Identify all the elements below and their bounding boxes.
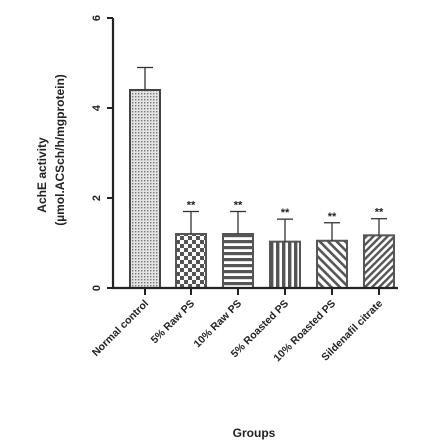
- significance-label: **: [234, 200, 243, 212]
- y-axis-title-line2: (µmol.ACSch/h/mgprotein): [53, 74, 67, 226]
- bar: [316, 239, 348, 289]
- bar: [269, 240, 301, 289]
- bar: [363, 234, 395, 290]
- y-axis-title-line1: AchE activity: [35, 137, 49, 213]
- bar: [175, 233, 207, 289]
- significance-label: **: [281, 207, 290, 219]
- y-tick-label: 6: [91, 15, 103, 21]
- x-tick-label: 10% Raw PS: [191, 298, 244, 351]
- significance-label: **: [187, 200, 196, 212]
- significance-label: **: [328, 211, 337, 223]
- bar: [222, 233, 254, 289]
- x-tick-label: Normal control: [90, 298, 151, 359]
- significance-label: **: [375, 207, 384, 219]
- y-tick-label: 0: [91, 285, 103, 291]
- x-tick-label: 5% Raw PS: [149, 298, 198, 347]
- bars-group: ** ** ** ** **: [129, 66, 395, 290]
- y-tick-label: 4: [91, 104, 103, 111]
- y-tick-label: 2: [91, 195, 103, 201]
- bar: [129, 89, 161, 289]
- x-axis-title: Groups: [233, 426, 276, 440]
- y-axis: 0 2 4 6: [91, 15, 115, 291]
